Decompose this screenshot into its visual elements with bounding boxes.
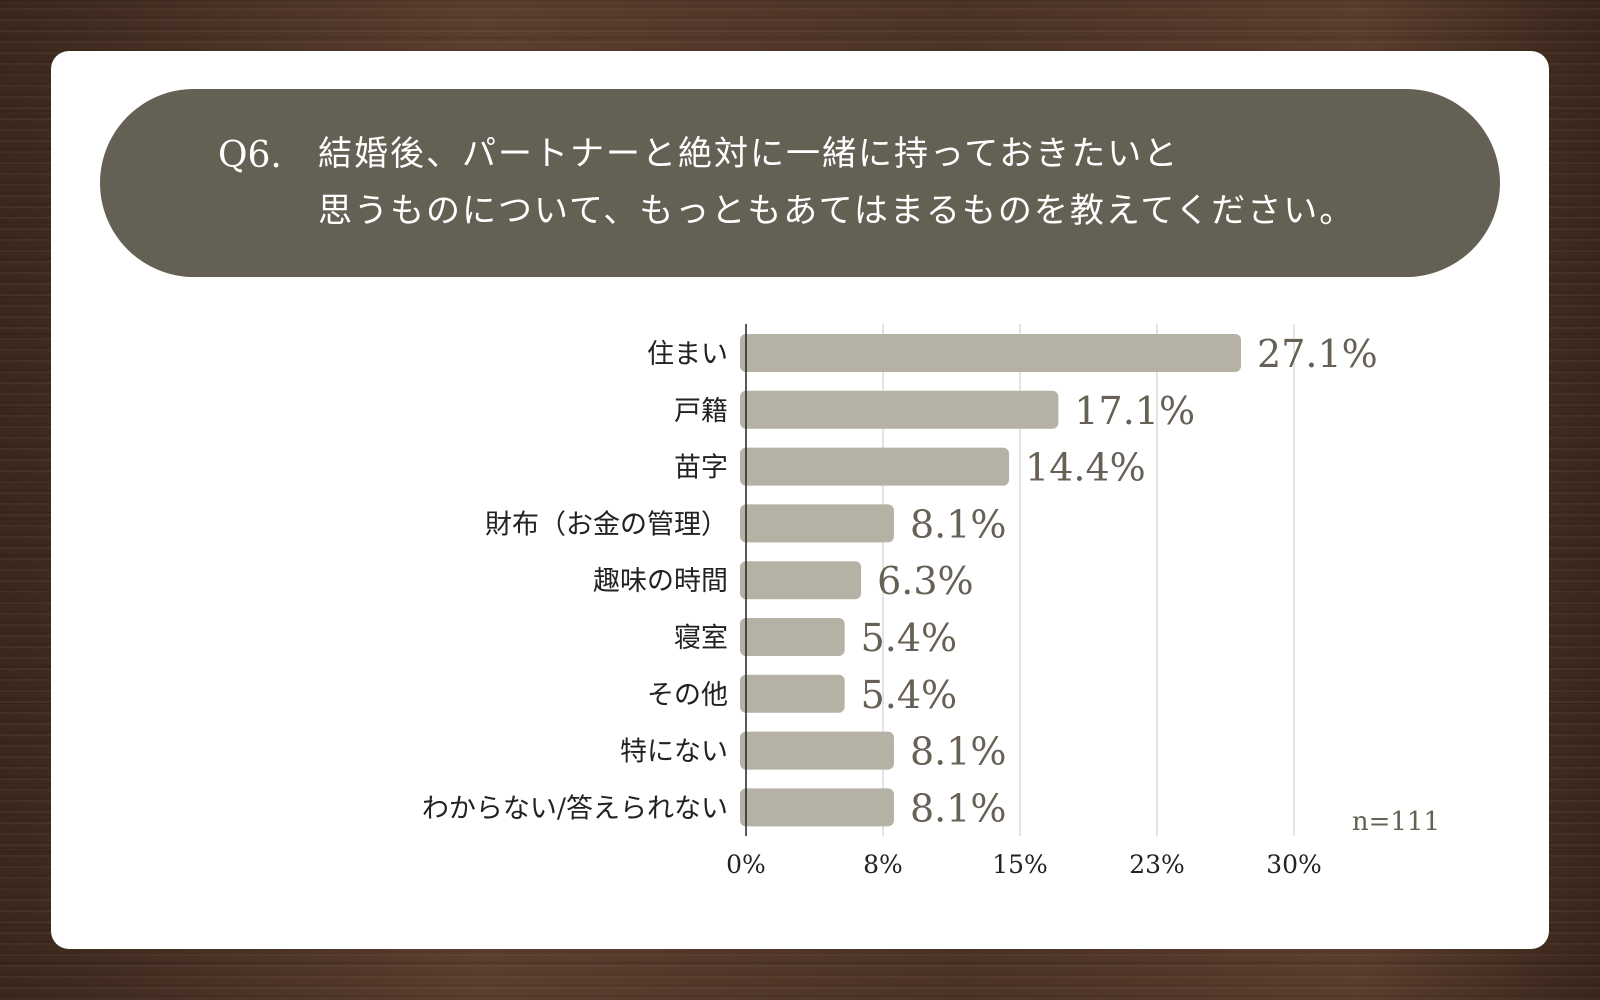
value-label: 8.1% (910, 730, 1007, 774)
question-number: Q6. (218, 135, 282, 176)
bar (740, 334, 1242, 372)
value-label: 17.1% (1074, 389, 1195, 433)
bar (740, 447, 1010, 486)
bar (740, 390, 1059, 429)
category-label: その他 (647, 680, 728, 711)
category-label: 財布（お金の管理） (485, 509, 728, 540)
x-tick-label: 8% (863, 850, 903, 879)
bar (740, 618, 845, 656)
bar (740, 731, 894, 770)
question-text-line-1: 結婚後、パートナーと絶対に一緒に持っておきたいと (318, 134, 1180, 174)
category-label: 戸籍 (674, 396, 728, 427)
value-label: 5.4% (861, 616, 958, 660)
x-tick-label: 15% (992, 850, 1048, 879)
x-tick-label: 30% (1266, 850, 1322, 879)
value-label: 5.4% (861, 673, 958, 717)
value-label: 8.1% (910, 502, 1007, 546)
question-banner (100, 89, 1500, 277)
question-text-line-2: 思うものについて、もっともあてはまるものを教えてください。 (318, 191, 1356, 231)
category-label: 住まい (647, 339, 728, 370)
value-label: 14.4% (1025, 446, 1146, 490)
value-label: 6.3% (877, 559, 974, 603)
x-tick-label: 0% (726, 850, 766, 879)
category-label: 趣味の時間 (593, 566, 728, 597)
sample-size-label: n=111 (1351, 807, 1440, 837)
bar (740, 561, 862, 600)
bar (740, 788, 894, 827)
category-label: 特にない (620, 737, 728, 768)
bar (740, 674, 845, 713)
category-label: 苗字 (674, 453, 728, 484)
value-label: 27.1% (1257, 332, 1378, 376)
bar (740, 504, 894, 543)
x-tick-label: 23% (1129, 850, 1185, 879)
category-label: わからない/答えられない (422, 793, 728, 824)
category-label: 寝室 (674, 623, 728, 654)
value-label: 8.1% (910, 786, 1007, 830)
